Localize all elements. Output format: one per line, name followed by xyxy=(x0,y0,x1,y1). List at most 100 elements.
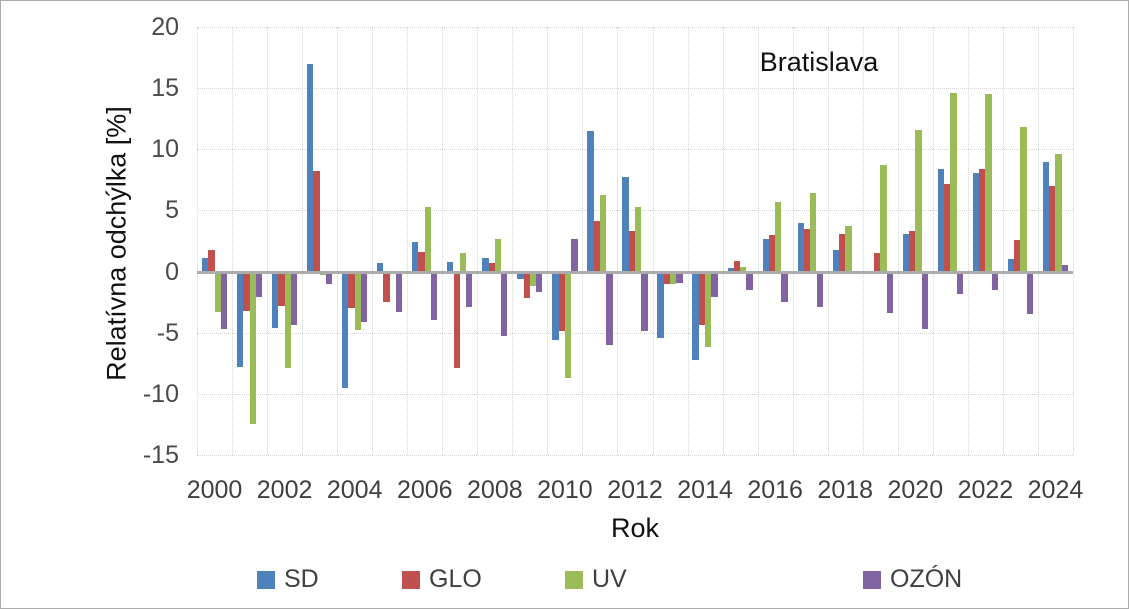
v-gridline xyxy=(1002,27,1004,455)
v-gridline xyxy=(827,27,829,455)
v-gridline xyxy=(547,27,549,455)
bar-uv-2022 xyxy=(985,94,992,272)
bar-uv-2008 xyxy=(494,238,502,272)
v-gridline xyxy=(232,27,234,455)
v-gridline xyxy=(1073,27,1074,455)
legend-item-uv: UV xyxy=(565,567,627,592)
bar-sd-2024 xyxy=(1042,161,1050,272)
bar-ozón-2011 xyxy=(606,271,613,345)
v-gridline xyxy=(582,27,584,455)
x-tick-label: 2010 xyxy=(537,476,593,504)
bar-uv-2002 xyxy=(284,271,291,369)
v-gridline xyxy=(687,27,689,455)
chart-title: Bratislava xyxy=(759,47,879,77)
bar-uv-2007 xyxy=(459,253,467,272)
bar-uv-2014 xyxy=(705,271,712,348)
h-gridline xyxy=(197,455,1073,456)
bar-ozón-2012 xyxy=(641,271,648,332)
v-gridline xyxy=(197,27,198,455)
v-gridline xyxy=(477,27,479,455)
bar-sd-2008 xyxy=(482,258,489,272)
bar-glo-2002 xyxy=(278,271,285,306)
x-tick-label: 2006 xyxy=(396,476,453,504)
bar-sd-2009 xyxy=(517,271,524,279)
bar-ozón-2017 xyxy=(816,271,823,308)
bar-glo-2012 xyxy=(628,231,635,272)
legend-label: SD xyxy=(284,565,319,593)
legend-item-sd: SD xyxy=(257,567,319,592)
bar-sd-2006 xyxy=(412,242,419,272)
bar-uv-2020 xyxy=(915,129,922,272)
v-gridline xyxy=(1037,27,1039,455)
bar-uv-2023 xyxy=(1020,127,1027,272)
bar-ozón-2000 xyxy=(220,271,228,330)
legend-label: GLO xyxy=(429,565,482,593)
legend-label: OZÓN xyxy=(890,565,963,593)
bar-sd-2012 xyxy=(622,177,629,272)
v-gridline xyxy=(302,27,304,455)
bar-ozón-2013 xyxy=(676,271,683,283)
bar-glo-2010 xyxy=(558,271,565,332)
v-gridline xyxy=(617,27,619,455)
bar-uv-2018 xyxy=(845,226,852,272)
bar-glo-2018 xyxy=(838,233,846,272)
x-tick-label: 2014 xyxy=(677,476,733,504)
bar-sd-2023 xyxy=(1007,259,1015,272)
bar-ozón-2006 xyxy=(431,271,438,321)
legend-item-ozón: OZÓN xyxy=(863,567,962,592)
bar-glo-2013 xyxy=(663,271,671,284)
bar-glo-2016 xyxy=(768,234,776,272)
v-gridline xyxy=(757,27,759,455)
x-tick-label: 2020 xyxy=(887,476,944,504)
bar-sd-2022 xyxy=(972,172,980,272)
x-tick-label: 2018 xyxy=(817,476,874,504)
bar-ozón-2008 xyxy=(501,271,508,337)
bar-sd-2011 xyxy=(587,130,594,272)
bar-uv-2004 xyxy=(354,271,361,331)
v-gridline xyxy=(652,27,654,455)
bar-sd-2005 xyxy=(377,263,384,272)
bar-ozón-2021 xyxy=(956,271,963,294)
bar-ozón-2023 xyxy=(1026,271,1034,315)
bar-sd-2000 xyxy=(201,258,209,272)
x-tick-label: 2022 xyxy=(957,476,1014,504)
bar-sd-2010 xyxy=(552,271,559,341)
bar-ozón-2004 xyxy=(360,271,368,322)
y-tick-label: -5 xyxy=(156,318,179,347)
h-gridline xyxy=(197,27,1073,28)
bar-sd-2007 xyxy=(447,261,454,272)
h-gridline xyxy=(197,149,1073,151)
v-gridline xyxy=(722,27,724,455)
v-gridline xyxy=(267,27,269,455)
bar-uv-2010 xyxy=(564,271,572,378)
bar-uv-2015 xyxy=(740,266,747,272)
v-gridline xyxy=(407,27,409,455)
bar-glo-2023 xyxy=(1014,239,1021,272)
bar-sd-2002 xyxy=(272,271,279,328)
y-tick-label: -10 xyxy=(142,379,179,408)
y-tick-label: 10 xyxy=(151,135,179,164)
zero-axis-line xyxy=(197,270,1073,274)
legend-label: UV xyxy=(592,565,627,593)
bar-glo-2020 xyxy=(909,231,916,272)
bar-uv-2000 xyxy=(214,271,221,312)
bar-uv-2006 xyxy=(424,206,432,272)
x-axis-title: Rok xyxy=(610,513,659,543)
bar-uv-2019 xyxy=(880,165,887,272)
bar-ozón-2016 xyxy=(781,271,788,303)
v-gridline xyxy=(897,27,899,455)
bar-sd-2015 xyxy=(727,267,734,272)
x-tick-label: 2002 xyxy=(256,476,313,504)
x-tick-label: 2000 xyxy=(186,476,243,504)
bar-glo-2011 xyxy=(593,221,600,272)
bar-ozón-2010 xyxy=(571,238,578,272)
v-gridline xyxy=(512,27,514,455)
bar-glo-2006 xyxy=(418,252,425,272)
bar-sd-2020 xyxy=(902,233,910,272)
bar-glo-2001 xyxy=(243,271,250,311)
v-gridline xyxy=(862,27,864,455)
bar-ozón-2005 xyxy=(396,271,403,312)
bar-glo-2003 xyxy=(313,171,320,272)
bar-ozón-2003 xyxy=(325,271,333,284)
bar-glo-2024 xyxy=(1049,185,1056,272)
